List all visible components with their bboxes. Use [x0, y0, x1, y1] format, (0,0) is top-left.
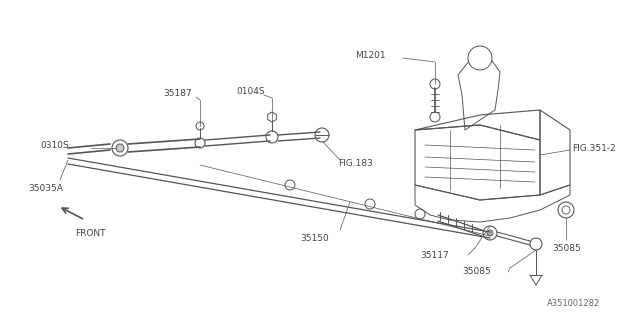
- Text: FIG.351-2: FIG.351-2: [572, 143, 616, 153]
- Circle shape: [112, 140, 128, 156]
- Text: 35085: 35085: [462, 268, 491, 276]
- Circle shape: [415, 209, 425, 219]
- Circle shape: [468, 46, 492, 70]
- Text: 35150: 35150: [300, 234, 329, 243]
- Circle shape: [530, 238, 542, 250]
- Text: A351001282: A351001282: [547, 299, 600, 308]
- Circle shape: [558, 202, 574, 218]
- Circle shape: [196, 122, 204, 130]
- Text: 0104S: 0104S: [236, 86, 264, 95]
- Text: M1201: M1201: [355, 51, 386, 60]
- Circle shape: [483, 226, 497, 240]
- Circle shape: [266, 131, 278, 143]
- Circle shape: [195, 138, 205, 148]
- Text: 35085: 35085: [552, 244, 580, 252]
- Text: 35187: 35187: [163, 89, 192, 98]
- Circle shape: [116, 144, 124, 152]
- Circle shape: [365, 199, 375, 209]
- Text: 35035A: 35035A: [28, 183, 63, 193]
- Text: FRONT: FRONT: [75, 228, 106, 237]
- Text: 0310S: 0310S: [40, 140, 68, 149]
- Text: FIG.183: FIG.183: [338, 158, 373, 167]
- Circle shape: [430, 112, 440, 122]
- Text: 35117: 35117: [420, 251, 449, 260]
- Circle shape: [430, 79, 440, 89]
- Circle shape: [315, 128, 329, 142]
- Circle shape: [487, 230, 493, 236]
- Circle shape: [285, 180, 295, 190]
